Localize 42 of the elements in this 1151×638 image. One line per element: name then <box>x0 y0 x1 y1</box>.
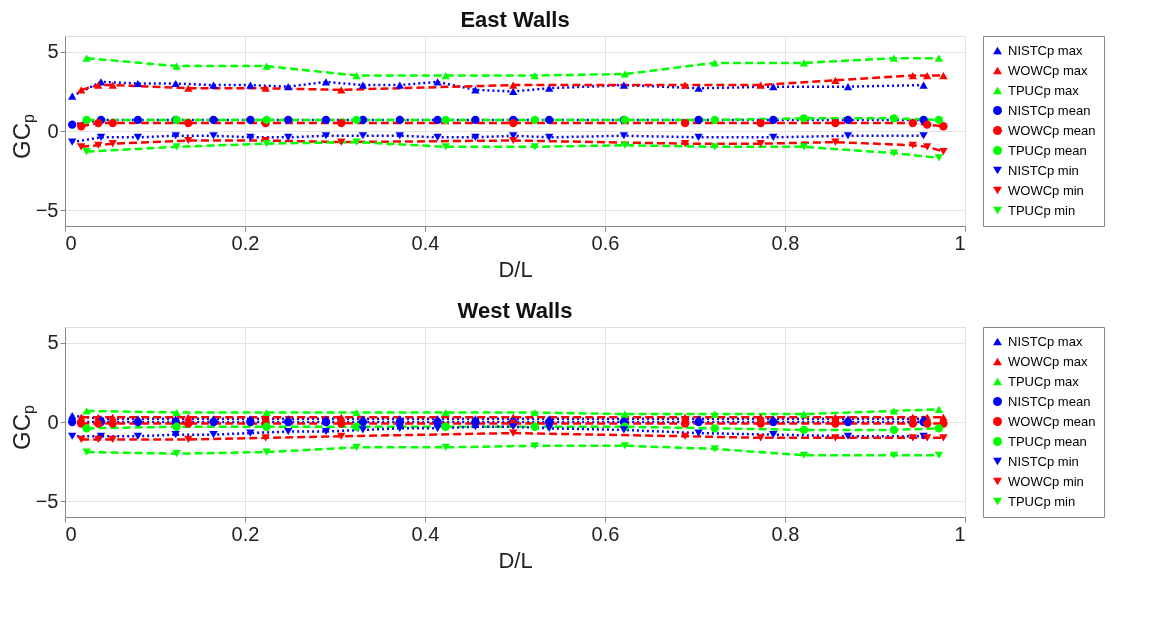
x-axis-title: D/L <box>498 256 533 282</box>
legend-label: WOWCp max <box>1008 62 1088 78</box>
y-axis-title: GCp <box>8 114 37 159</box>
x-tick-label: 0.2 <box>231 231 260 254</box>
chart-title: West Walls <box>457 297 573 323</box>
legend-label: WOWCp min <box>1008 182 1084 198</box>
legend-label: NISTCp max <box>1008 42 1083 58</box>
x-tick-label: 0.4 <box>411 231 440 254</box>
x-tick-label: 0.2 <box>231 522 260 545</box>
chart-title: East Walls <box>460 6 570 32</box>
y-tick-label: −5 <box>35 198 59 221</box>
x-tick-label: 0.8 <box>771 231 800 254</box>
legend-label: TPUCp min <box>1008 493 1076 509</box>
y-axis-title: GCp <box>8 405 37 450</box>
legend-label: NISTCp max <box>1008 333 1083 349</box>
legend-label: TPUCp min <box>1008 202 1076 218</box>
x-tick-label: 0.4 <box>411 522 440 545</box>
legend-label: WOWCp min <box>1008 473 1084 489</box>
legend-label: WOWCp mean <box>1008 122 1096 138</box>
y-tick-label: 0 <box>47 119 59 142</box>
legend-label: NISTCp min <box>1008 453 1079 469</box>
x-axis-title: D/L <box>498 547 533 573</box>
legend-label: WOWCp mean <box>1008 413 1096 429</box>
y-tick-label: −5 <box>35 489 59 512</box>
x-tick-label: 0 <box>65 522 77 545</box>
x-tick-label: 0.8 <box>771 522 800 545</box>
y-tick-label: 5 <box>47 40 59 63</box>
legend-label: TPUCp max <box>1008 82 1080 98</box>
legend-label: NISTCp mean <box>1008 393 1091 409</box>
legend-label: TPUCp mean <box>1008 142 1087 158</box>
x-tick-label: 0 <box>65 231 77 254</box>
x-tick-label: 1 <box>954 231 966 254</box>
x-tick-label: 0.6 <box>591 231 620 254</box>
legend-label: NISTCp mean <box>1008 102 1091 118</box>
y-tick-label: 0 <box>47 410 59 433</box>
x-tick-label: 1 <box>954 522 966 545</box>
legend-label: TPUCp max <box>1008 373 1080 389</box>
legend-label: TPUCp mean <box>1008 433 1087 449</box>
x-tick-label: 0.6 <box>591 522 620 545</box>
legend-label: WOWCp max <box>1008 353 1088 369</box>
y-tick-label: 5 <box>47 331 59 354</box>
legend-label: NISTCp min <box>1008 162 1079 178</box>
